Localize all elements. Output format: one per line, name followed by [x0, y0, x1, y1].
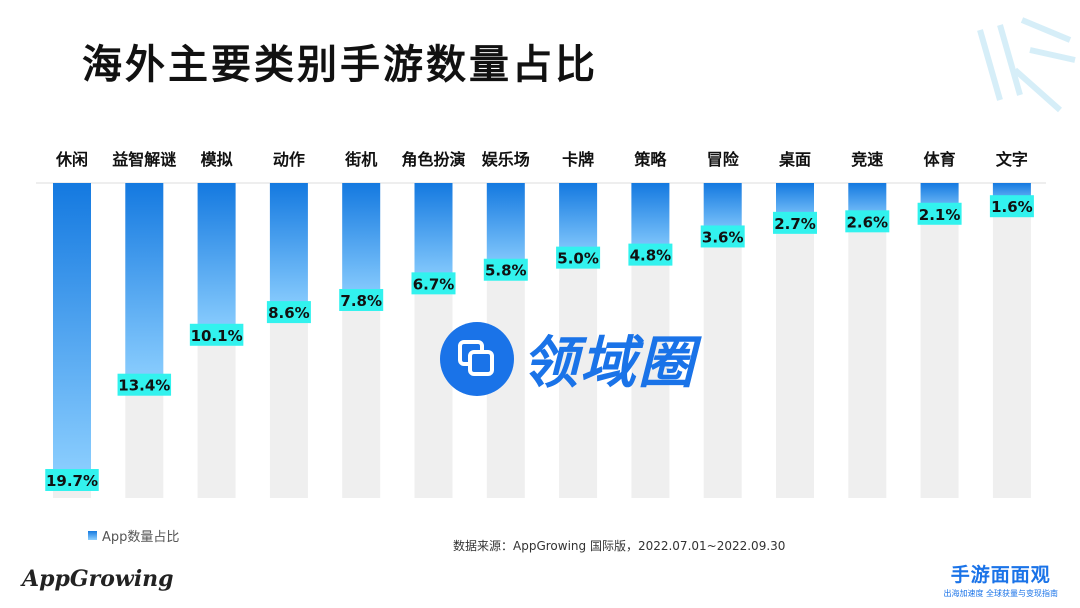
value-label: 10.1% — [191, 327, 243, 345]
watermark-logo-icon — [440, 321, 514, 396]
value-label-bg — [117, 373, 172, 396]
value-label: 7.8% — [340, 292, 382, 310]
value-label: 13.4% — [118, 377, 170, 395]
category-label: 桌面 — [779, 150, 811, 169]
category-label: 动作 — [273, 150, 305, 169]
bar — [125, 183, 164, 386]
bar — [631, 183, 670, 256]
value-label: 8.6% — [268, 304, 310, 322]
value-label: 3.6% — [702, 228, 744, 246]
value-label-bg — [917, 202, 962, 225]
category-label: 冒险 — [707, 150, 740, 169]
bar-track — [992, 183, 1031, 498]
appgrowing-logo: AppGrowing — [22, 566, 174, 592]
category-label: 益智解谜 — [112, 150, 177, 169]
bar-track — [848, 183, 887, 498]
bar — [53, 183, 91, 481]
brand-logo: 手游面面观 出海加速度 全球获量与变现指南 — [943, 560, 1058, 599]
category-label: 模拟 — [201, 150, 233, 169]
value-label: 5.0% — [557, 250, 599, 268]
bar — [197, 183, 236, 336]
value-label-bg — [411, 272, 456, 295]
value-label-bg — [483, 258, 528, 281]
value-label-bg — [45, 469, 99, 491]
bar — [414, 183, 453, 285]
watermark: 领域圈 — [440, 318, 696, 399]
chart-title: 海外主要类别手游数量占比 — [82, 42, 598, 88]
category-label: 文字 — [996, 150, 1028, 169]
value-label: 2.6% — [846, 213, 888, 231]
bar — [559, 183, 598, 259]
category-label: 休闲 — [55, 150, 88, 169]
value-label: 2.7% — [774, 215, 816, 233]
category-label: 娱乐场 — [482, 150, 530, 169]
value-label-bg — [266, 301, 311, 324]
data-source-note: 数据来源：AppGrowing 国际版，2022.07.01~2022.09.3… — [453, 539, 786, 553]
chart-legend: App数量占比 — [88, 526, 179, 545]
watermark-text: 领域圈 — [522, 331, 696, 396]
bar — [486, 183, 525, 271]
category-label: 角色扮演 — [401, 150, 465, 169]
category-label: 街机 — [344, 150, 377, 169]
bar-chart: 休闲 益智解谜 模拟 动作 街机 角色扮演 娱乐场 卡牌 策略 冒险 桌面 竞速 体育 文字 19.7% 1… — [36, 150, 1046, 498]
value-label-bg — [989, 195, 1034, 218]
category-label: 策略 — [633, 150, 667, 169]
value-label: 1.6% — [991, 198, 1033, 216]
value-label: 6.7% — [413, 275, 455, 293]
bar-track — [776, 183, 814, 498]
value-label-bg — [556, 246, 601, 269]
category-label: 体育 — [924, 150, 956, 169]
value-label: 5.8% — [485, 262, 527, 280]
corner-decoration-icon — [977, 17, 1076, 113]
category-label: 卡牌 — [562, 150, 594, 169]
legend-label: App数量占比 — [102, 530, 180, 545]
value-label-bg — [845, 210, 890, 233]
value-label-bg — [189, 323, 244, 346]
bar-track — [920, 183, 959, 498]
bar — [269, 183, 308, 314]
bar — [342, 183, 381, 301]
brand-logo-sub: 出海加速度 全球获量与变现指南 — [943, 589, 1058, 598]
category-label: 竞速 — [851, 150, 883, 169]
value-label-bg — [628, 243, 673, 266]
value-label-bg — [339, 288, 384, 311]
value-label: 19.7% — [46, 472, 98, 490]
value-label-bg — [773, 211, 817, 234]
value-label: 2.1% — [919, 206, 961, 224]
value-label-bg — [700, 225, 745, 248]
legend-swatch — [88, 531, 97, 540]
brand-logo-main: 手游面面观 — [950, 564, 1051, 586]
value-label: 4.8% — [630, 247, 672, 265]
